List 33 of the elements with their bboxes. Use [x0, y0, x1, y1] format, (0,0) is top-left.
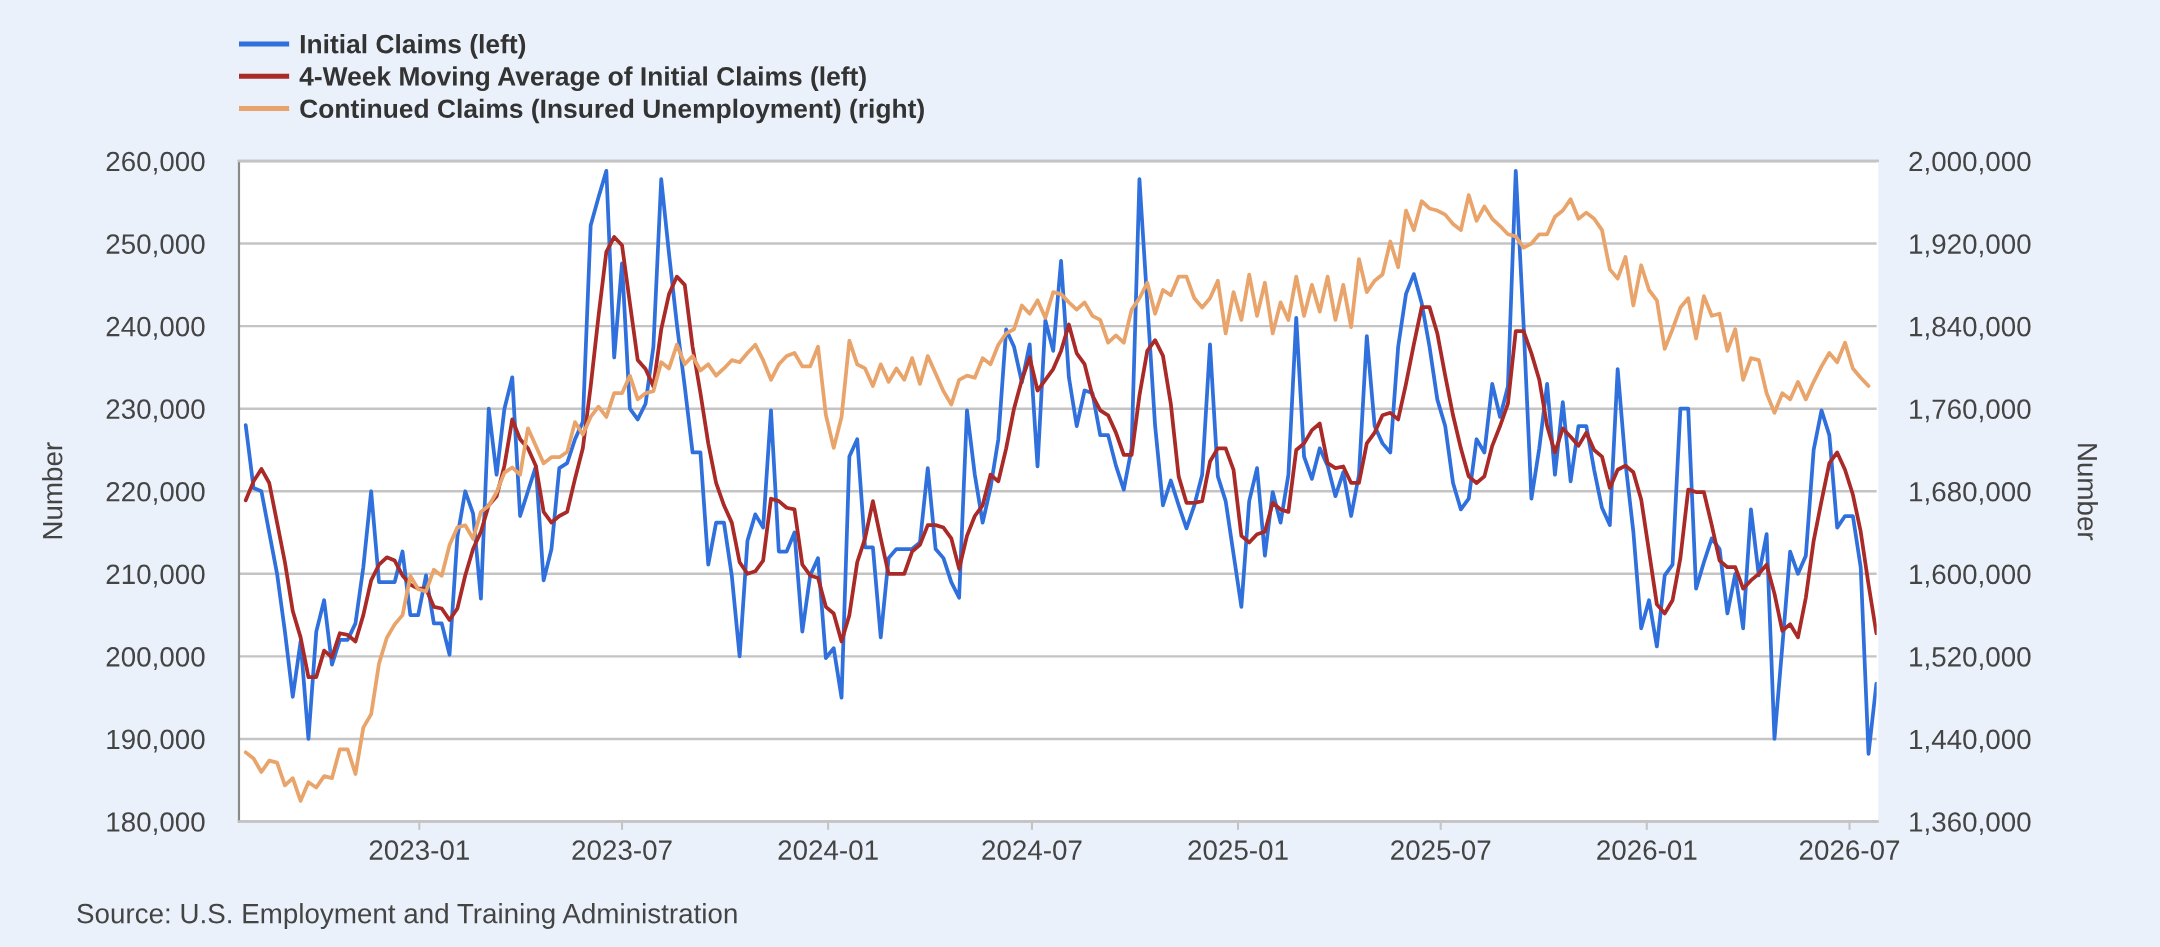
y2-axis-title: Number — [2077, 444, 2098, 541]
x-tick-label: 2023-01 — [369, 840, 469, 860]
x-tick-label: 2026-01 — [1597, 840, 1697, 860]
y2-tick-label: 2,000,000 — [1909, 151, 2031, 175]
x-tick-label: 2024-07 — [982, 840, 1082, 860]
y2-tick-label: 1,920,000 — [1910, 234, 2031, 258]
y2-tick-label: 1,600,000 — [1910, 564, 2031, 588]
x-tick-label: 2026-07 — [1799, 840, 1900, 860]
y-tick-label: 230,000 — [106, 399, 205, 423]
y-tick-label: 220,000 — [106, 481, 205, 505]
source-note: Source: U.S. Employment and Training Administration — [77, 903, 737, 929]
y2-tick-label: 1,520,000 — [1910, 647, 2031, 670]
line-series — [243, 235, 1878, 679]
x-tick-label: 2024-01 — [778, 840, 878, 860]
x-tick-label: 2023-07 — [572, 840, 672, 860]
legend-label: 4-Week Moving Average of Initial Claims (left) — [299, 66, 866, 92]
y2-tick-label: 1,440,000 — [1910, 729, 2031, 753]
y2-tick-label: 1,360,000 — [1910, 812, 2031, 836]
y-tick-label: 260,000 — [106, 151, 205, 175]
x-tick-label: 2025-01 — [1188, 840, 1288, 860]
y-tick-label: 180,000 — [107, 812, 205, 836]
y2-tick-label: 1,840,000 — [1910, 316, 2031, 340]
legend-label: Continued Claims (Insured Unemployment) (right) — [300, 98, 924, 124]
y-axis-title: Number — [42, 442, 63, 539]
legend-label: Initial Claims (left) — [300, 34, 526, 59]
y2-tick-label: 1,680,000 — [1910, 481, 2031, 505]
y-tick-label: 210,000 — [106, 564, 205, 588]
y-tick-label: 250,000 — [106, 234, 205, 258]
x-tick-label: 2025-07 — [1391, 840, 1491, 860]
y-tick-label: 200,000 — [106, 647, 205, 670]
y-tick-label: 190,000 — [107, 729, 205, 753]
y-tick-label: 240,000 — [106, 316, 205, 340]
y2-tick-label: 1,760,000 — [1910, 399, 2031, 423]
